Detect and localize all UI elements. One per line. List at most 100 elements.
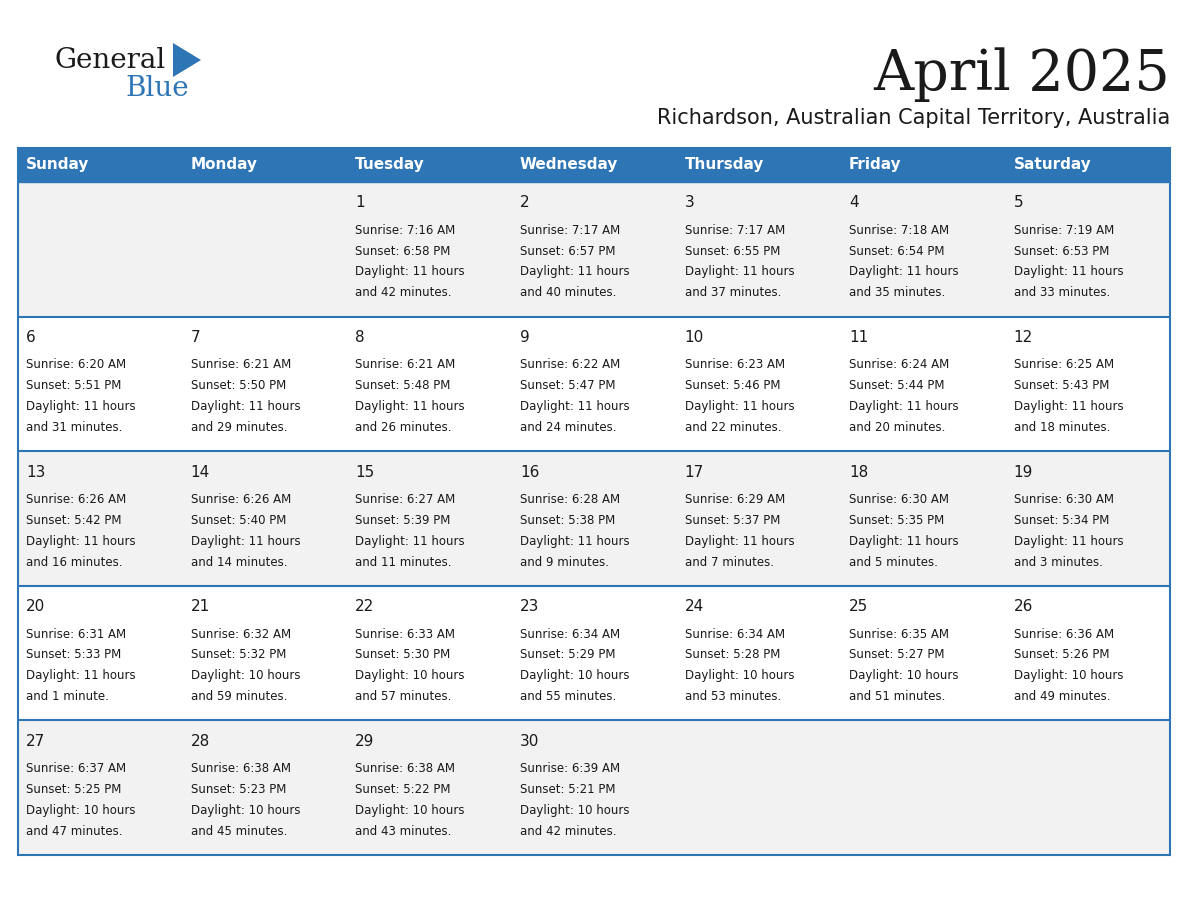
Text: and 33 minutes.: and 33 minutes. [1013,286,1110,299]
Bar [18,452,1170,586]
Text: and 5 minutes.: and 5 minutes. [849,555,939,568]
Text: Daylight: 11 hours: Daylight: 11 hours [849,534,959,548]
Text: and 47 minutes.: and 47 minutes. [26,824,122,838]
Text: 5: 5 [1013,196,1023,210]
Text: Daylight: 10 hours: Daylight: 10 hours [26,804,135,817]
Text: Wednesday: Wednesday [520,158,618,173]
Text: and 31 minutes.: and 31 minutes. [26,421,122,434]
Text: 20: 20 [26,599,45,614]
Bar [18,182,1170,317]
Text: Sunrise: 6:26 AM: Sunrise: 6:26 AM [191,493,291,506]
Text: 1: 1 [355,196,365,210]
Text: Daylight: 11 hours: Daylight: 11 hours [684,400,794,413]
Text: and 18 minutes.: and 18 minutes. [1013,421,1110,434]
Text: 10: 10 [684,330,703,345]
Polygon shape [173,43,201,77]
Text: and 3 minutes.: and 3 minutes. [1013,555,1102,568]
Text: Sunrise: 6:28 AM: Sunrise: 6:28 AM [520,493,620,506]
Text: 7: 7 [191,330,201,345]
Text: 3: 3 [684,196,694,210]
Text: Sunrise: 6:38 AM: Sunrise: 6:38 AM [191,762,291,775]
Text: Daylight: 10 hours: Daylight: 10 hours [684,669,794,682]
Text: Daylight: 11 hours: Daylight: 11 hours [849,400,959,413]
Text: Sunrise: 6:32 AM: Sunrise: 6:32 AM [191,628,291,641]
Text: Monday: Monday [191,158,258,173]
Text: Daylight: 10 hours: Daylight: 10 hours [191,669,301,682]
Text: Sunset: 6:55 PM: Sunset: 6:55 PM [684,244,779,258]
Text: 19: 19 [1013,465,1034,480]
Text: and 59 minutes.: and 59 minutes. [191,690,287,703]
Text: Sunset: 5:46 PM: Sunset: 5:46 PM [684,379,781,392]
Text: Sunset: 6:58 PM: Sunset: 6:58 PM [355,244,450,258]
Text: and 22 minutes.: and 22 minutes. [684,421,781,434]
Text: Sunset: 5:35 PM: Sunset: 5:35 PM [849,514,944,527]
Text: 26: 26 [1013,599,1034,614]
Text: Daylight: 11 hours: Daylight: 11 hours [520,534,630,548]
Text: Daylight: 11 hours: Daylight: 11 hours [191,400,301,413]
Text: Daylight: 11 hours: Daylight: 11 hours [1013,265,1124,278]
Text: Sunset: 5:22 PM: Sunset: 5:22 PM [355,783,451,796]
Text: Sunrise: 6:26 AM: Sunrise: 6:26 AM [26,493,126,506]
Text: Sunrise: 6:34 AM: Sunrise: 6:34 AM [684,628,784,641]
Text: 11: 11 [849,330,868,345]
Text: Daylight: 11 hours: Daylight: 11 hours [1013,534,1124,548]
Text: Daylight: 11 hours: Daylight: 11 hours [684,534,794,548]
Text: Sunrise: 6:31 AM: Sunrise: 6:31 AM [26,628,126,641]
Text: Sunset: 5:42 PM: Sunset: 5:42 PM [26,514,121,527]
Text: 14: 14 [191,465,210,480]
Text: and 35 minutes.: and 35 minutes. [849,286,946,299]
Text: Sunset: 5:29 PM: Sunset: 5:29 PM [520,648,615,661]
Text: Sunrise: 6:21 AM: Sunrise: 6:21 AM [191,358,291,371]
Text: and 7 minutes.: and 7 minutes. [684,555,773,568]
Text: Sunset: 5:23 PM: Sunset: 5:23 PM [191,783,286,796]
Text: Daylight: 11 hours: Daylight: 11 hours [26,534,135,548]
Text: Sunrise: 6:39 AM: Sunrise: 6:39 AM [520,762,620,775]
Text: Thursday: Thursday [684,158,764,173]
Text: Sunrise: 6:25 AM: Sunrise: 6:25 AM [1013,358,1114,371]
Text: 2: 2 [520,196,530,210]
Text: April 2025: April 2025 [873,48,1170,103]
Text: Saturday: Saturday [1013,158,1092,173]
Text: 6: 6 [26,330,36,345]
Text: and 37 minutes.: and 37 minutes. [684,286,781,299]
Text: Sunset: 5:48 PM: Sunset: 5:48 PM [355,379,450,392]
Text: and 14 minutes.: and 14 minutes. [191,555,287,568]
Text: 16: 16 [520,465,539,480]
Text: Sunset: 5:25 PM: Sunset: 5:25 PM [26,783,121,796]
Text: Sunrise: 6:27 AM: Sunrise: 6:27 AM [355,493,456,506]
Text: Sunset: 5:50 PM: Sunset: 5:50 PM [191,379,286,392]
Text: and 49 minutes.: and 49 minutes. [1013,690,1110,703]
Bar [18,586,1170,721]
Text: Richardson, Australian Capital Territory, Australia: Richardson, Australian Capital Territory… [657,108,1170,128]
Text: Sunset: 5:44 PM: Sunset: 5:44 PM [849,379,944,392]
Text: 23: 23 [520,599,539,614]
Text: Daylight: 10 hours: Daylight: 10 hours [520,669,630,682]
Text: 22: 22 [355,599,374,614]
Text: Sunrise: 6:23 AM: Sunrise: 6:23 AM [684,358,784,371]
Text: Sunset: 5:28 PM: Sunset: 5:28 PM [684,648,779,661]
Text: and 16 minutes.: and 16 minutes. [26,555,122,568]
Text: General: General [55,47,166,73]
Text: Daylight: 11 hours: Daylight: 11 hours [520,400,630,413]
Text: and 57 minutes.: and 57 minutes. [355,690,451,703]
Text: Sunset: 5:34 PM: Sunset: 5:34 PM [1013,514,1110,527]
Text: 29: 29 [355,733,374,749]
Text: 21: 21 [191,599,210,614]
Text: Daylight: 11 hours: Daylight: 11 hours [520,265,630,278]
Text: Daylight: 10 hours: Daylight: 10 hours [1013,669,1123,682]
Text: Sunset: 5:38 PM: Sunset: 5:38 PM [520,514,615,527]
Text: Sunrise: 6:21 AM: Sunrise: 6:21 AM [355,358,456,371]
Bar [18,148,1170,182]
Text: Tuesday: Tuesday [355,158,425,173]
Text: Sunrise: 7:18 AM: Sunrise: 7:18 AM [849,224,949,237]
Text: 9: 9 [520,330,530,345]
Text: 12: 12 [1013,330,1032,345]
Text: and 24 minutes.: and 24 minutes. [520,421,617,434]
Bar [18,317,1170,452]
Text: and 43 minutes.: and 43 minutes. [355,824,451,838]
Text: 28: 28 [191,733,210,749]
Text: Daylight: 11 hours: Daylight: 11 hours [26,400,135,413]
Text: Sunrise: 6:35 AM: Sunrise: 6:35 AM [849,628,949,641]
Text: Sunrise: 6:36 AM: Sunrise: 6:36 AM [1013,628,1114,641]
Text: 17: 17 [684,465,703,480]
